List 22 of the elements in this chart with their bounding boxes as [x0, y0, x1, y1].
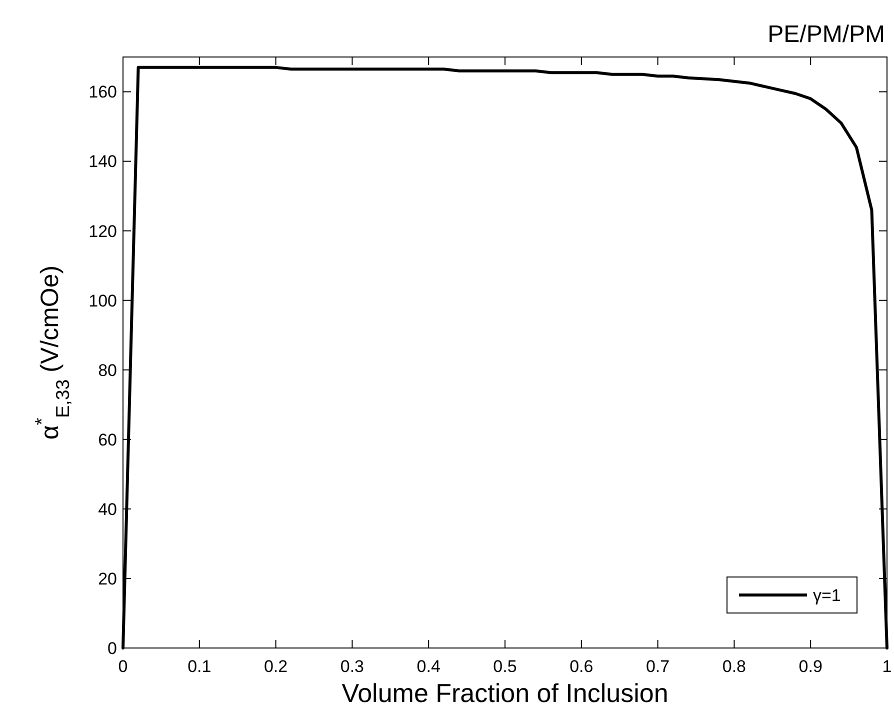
x-tick-label: 0.9 [798, 657, 822, 676]
x-tick-label: 0.6 [570, 657, 594, 676]
y-tick-label: 40 [98, 500, 117, 519]
chart-title: PE/PM/PM [768, 21, 885, 48]
x-tick-label: 0.8 [722, 657, 746, 676]
x-tick-label: 0.4 [416, 657, 440, 676]
x-tick-label: 0.7 [646, 657, 670, 676]
x-tick-label: 1 [882, 657, 892, 676]
y-tick-label: 120 [88, 222, 117, 241]
x-tick-label: 0.5 [493, 657, 517, 676]
y-tick-label: 60 [98, 430, 117, 450]
x-tick-label: 0.3 [340, 657, 364, 676]
x-axis-title: Volume Fraction of Inclusion [342, 678, 668, 708]
x-tick-label: 0.1 [188, 657, 212, 676]
y-tick-label: 100 [88, 291, 117, 310]
y-tick-label: 140 [88, 152, 117, 172]
y-tick-label: 80 [98, 360, 117, 380]
y-tick-label: 20 [98, 569, 117, 588]
legend-label: γ=1 [813, 586, 841, 605]
x-tick-label: 0.2 [264, 657, 288, 676]
y-tick-label: 160 [88, 82, 117, 102]
y-tick-label: 0 [108, 638, 117, 658]
